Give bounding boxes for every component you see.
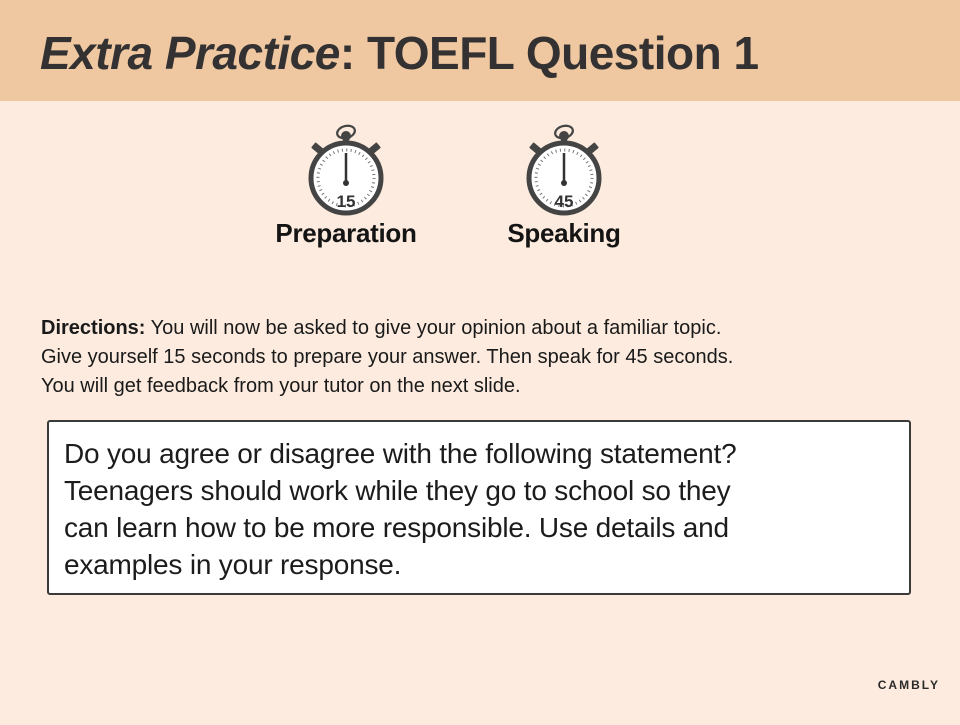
directions: Directions: You will now be asked to giv…	[41, 314, 921, 401]
directions-line-3: You will get feedback from your tutor on…	[41, 375, 521, 397]
prompt-line: Teenagers should work while they go to s…	[64, 475, 731, 506]
directions-text-1: You will now be asked to give your opini…	[145, 317, 722, 339]
stopwatch-icon: 15	[308, 124, 384, 216]
prompt-line: examples in your response.	[64, 549, 402, 580]
prompt-line: can learn how to be more responsible. Us…	[64, 512, 729, 543]
speaking-label: Speaking	[507, 218, 621, 248]
speaking-timer: 45 Speaking	[489, 120, 639, 249]
question-prompt-box: Do you agree or disagree with the follow…	[47, 420, 911, 595]
stopwatch-icon: 45	[526, 124, 602, 216]
slide-title: Extra Practice: TOEFL Question 1	[40, 26, 759, 80]
title-italic-part: Extra Practice	[40, 27, 340, 79]
title-main-part: : TOEFL Question 1	[339, 27, 759, 79]
preparation-timer: 15 Preparation	[271, 120, 421, 249]
preparation-seconds: 15	[337, 192, 356, 211]
preparation-label: Preparation	[275, 218, 417, 248]
directions-line-2: Give yourself 15 seconds to prepare your…	[41, 346, 734, 368]
speaking-seconds: 45	[555, 192, 574, 211]
prompt-line: Do you agree or disagree with the follow…	[64, 438, 737, 469]
cambly-logo: CAMBLY	[877, 678, 940, 692]
directions-line-1: Directions: You will now be asked to giv…	[41, 314, 921, 343]
title-bar: Extra Practice: TOEFL Question 1	[0, 0, 960, 101]
directions-label: Directions:	[41, 317, 146, 339]
